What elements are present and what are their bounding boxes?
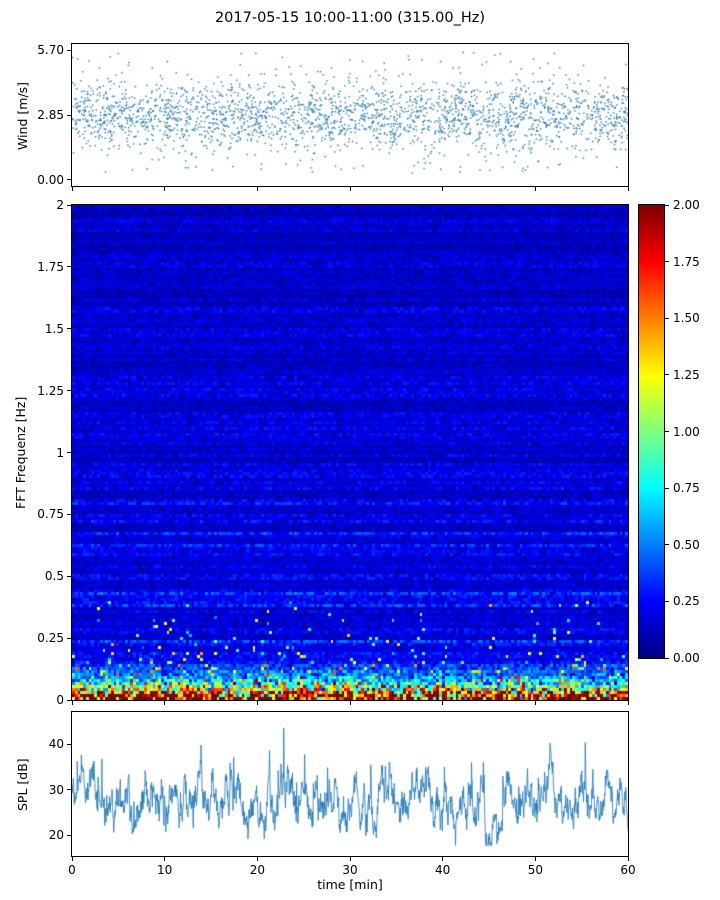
- x-tick-mark: [534, 857, 536, 861]
- y-tick-mark: [67, 390, 71, 392]
- x-tick-mark: [442, 701, 444, 705]
- spl-line-plot: [71, 711, 629, 857]
- y-tick-label: 20: [48, 828, 64, 843]
- colorbar-tick-mark: [665, 487, 669, 489]
- x-tick-label: 0: [68, 863, 76, 877]
- y-tick-label: 2: [56, 198, 64, 212]
- figure-title: 2017-05-15 10:00-11:00 (315.00_Hz): [214, 10, 486, 26]
- y-tick-label: 0.00: [37, 172, 64, 187]
- y-tick-mark: [67, 114, 71, 116]
- y-tick-mark: [67, 575, 71, 577]
- y-tick-mark: [67, 328, 71, 330]
- colorbar-tick-label: 0.00: [673, 651, 700, 665]
- y-tick-label: 1.75: [37, 259, 64, 274]
- colorbar-tick-mark: [665, 317, 669, 319]
- colorbar-tick-label: 1.00: [673, 424, 700, 439]
- colorbar-tick-label: 1.75: [673, 254, 700, 269]
- colorbar-tick-mark: [665, 544, 669, 546]
- colorbar-tick-mark: [665, 431, 669, 432]
- y-tick-mark: [67, 743, 71, 745]
- y-tick-mark: [67, 179, 71, 181]
- y-tick-label: 40: [48, 737, 64, 751]
- y-tick-label: 30: [48, 782, 64, 797]
- x-tick-label: 60: [620, 863, 636, 877]
- x-tick-mark: [164, 701, 166, 705]
- y-tick-label: 0.25: [37, 631, 64, 646]
- x-tick-mark: [256, 857, 258, 861]
- colorbar-tick-mark: [665, 204, 669, 206]
- x-tick-mark: [164, 857, 166, 861]
- colorbar-tick-mark: [665, 657, 669, 659]
- y-tick-mark: [67, 204, 71, 206]
- x-tick-mark: [534, 187, 536, 191]
- y-tick-label: 1.25: [37, 383, 64, 398]
- y-tick-mark: [67, 513, 71, 515]
- x-axis-label: time [min]: [317, 877, 383, 892]
- y-tick-mark: [67, 49, 71, 51]
- wind-scatter-canvas: [72, 44, 628, 186]
- colorbar-tick-mark: [665, 600, 669, 602]
- x-tick-label: 50: [527, 863, 543, 877]
- x-tick-mark: [442, 187, 444, 191]
- y-tick-label: 1: [56, 445, 64, 460]
- x-tick-mark: [442, 857, 444, 861]
- x-tick-label: 40: [435, 863, 451, 877]
- x-tick-mark: [534, 701, 536, 705]
- colorbar-tick-label: 0.75: [673, 481, 700, 496]
- x-tick-mark: [71, 187, 73, 191]
- y-tick-mark: [67, 789, 71, 791]
- colorbar-tick-label: 0.50: [673, 537, 700, 552]
- y-tick-label: 5.70: [37, 43, 64, 58]
- y-tick-mark: [67, 699, 71, 701]
- x-tick-mark: [164, 187, 166, 191]
- x-tick-label: 20: [249, 863, 265, 877]
- y-tick-label: 0.75: [37, 507, 64, 522]
- x-tick-mark: [256, 187, 258, 191]
- colorbar: [638, 204, 665, 659]
- y-tick-mark: [67, 834, 71, 836]
- y-tick-mark: [67, 637, 71, 639]
- y-tick-label: 0.5: [44, 569, 64, 584]
- y-tick-label: 0: [56, 693, 64, 707]
- colorbar-canvas: [639, 205, 664, 658]
- x-tick-mark: [349, 701, 351, 705]
- x-tick-mark: [71, 701, 73, 705]
- x-tick-mark: [349, 187, 351, 191]
- colorbar-tick-label: 0.25: [673, 594, 700, 609]
- colorbar-tick-label: 1.25: [673, 367, 700, 382]
- x-tick-label: 30: [342, 863, 358, 877]
- x-tick-mark: [627, 857, 629, 861]
- x-tick-mark: [256, 701, 258, 705]
- wind-scatter-plot: [71, 43, 629, 187]
- colorbar-tick-mark: [665, 261, 669, 263]
- x-tick-mark: [349, 857, 351, 861]
- spectrogram-canvas: [72, 205, 628, 700]
- x-tick-mark: [71, 857, 73, 861]
- colorbar-tick-label: 2.00: [673, 198, 700, 212]
- x-tick-label: 10: [157, 863, 173, 877]
- x-tick-mark: [627, 187, 629, 191]
- x-tick-mark: [627, 701, 629, 705]
- y-tick-label: 2.85: [37, 108, 64, 122]
- colorbar-tick-mark: [665, 374, 669, 376]
- colorbar-tick-label: 1.50: [673, 311, 700, 326]
- spl-line-canvas: [72, 712, 628, 856]
- y-tick-label: 1.5: [44, 321, 64, 336]
- spectrogram-plot: [71, 204, 629, 701]
- y-tick-mark: [67, 452, 71, 453]
- y-tick-mark: [67, 266, 71, 268]
